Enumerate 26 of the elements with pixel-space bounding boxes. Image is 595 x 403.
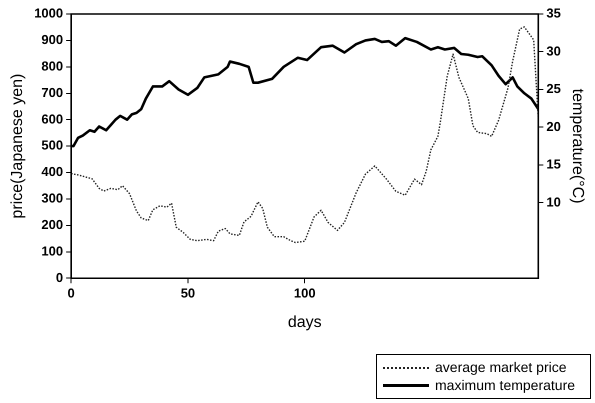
y-tick-label: 500 <box>41 138 64 153</box>
x-axis-title: days <box>288 314 322 331</box>
x-tick-label: 50 <box>180 286 196 301</box>
y-tick-label: 100 <box>41 243 64 258</box>
y-tick-label: 1000 <box>34 6 64 21</box>
y-tick-label: 400 <box>41 164 64 180</box>
x-tick-label: 0 <box>68 286 75 301</box>
y-tick-label: 300 <box>41 190 64 206</box>
legend-label: average market price <box>435 359 567 376</box>
y2-tick-label: 15 <box>546 156 561 172</box>
legend-label: maximum temperature <box>435 377 576 394</box>
y2-tick-label: 10 <box>546 194 561 210</box>
y-tick-label: 900 <box>41 32 64 47</box>
y-tick-label: 200 <box>41 216 64 232</box>
y2-tick-label: 30 <box>546 43 561 58</box>
y-tick-label: 0 <box>56 270 64 285</box>
line-series <box>71 26 538 244</box>
y2-tick-label: 25 <box>546 81 561 96</box>
y-tick-label: 700 <box>41 84 64 100</box>
y2-tick-label: 20 <box>546 118 561 134</box>
y2-axis-title: temperature(°C) <box>568 88 586 204</box>
y-tick-label: 800 <box>41 58 64 74</box>
y2-tick-label: 35 <box>546 6 561 21</box>
y-axis-title: price(Japanese yen) <box>9 74 26 219</box>
x-tick-label: 100 <box>294 286 316 301</box>
y-tick-label: 600 <box>41 111 64 126</box>
